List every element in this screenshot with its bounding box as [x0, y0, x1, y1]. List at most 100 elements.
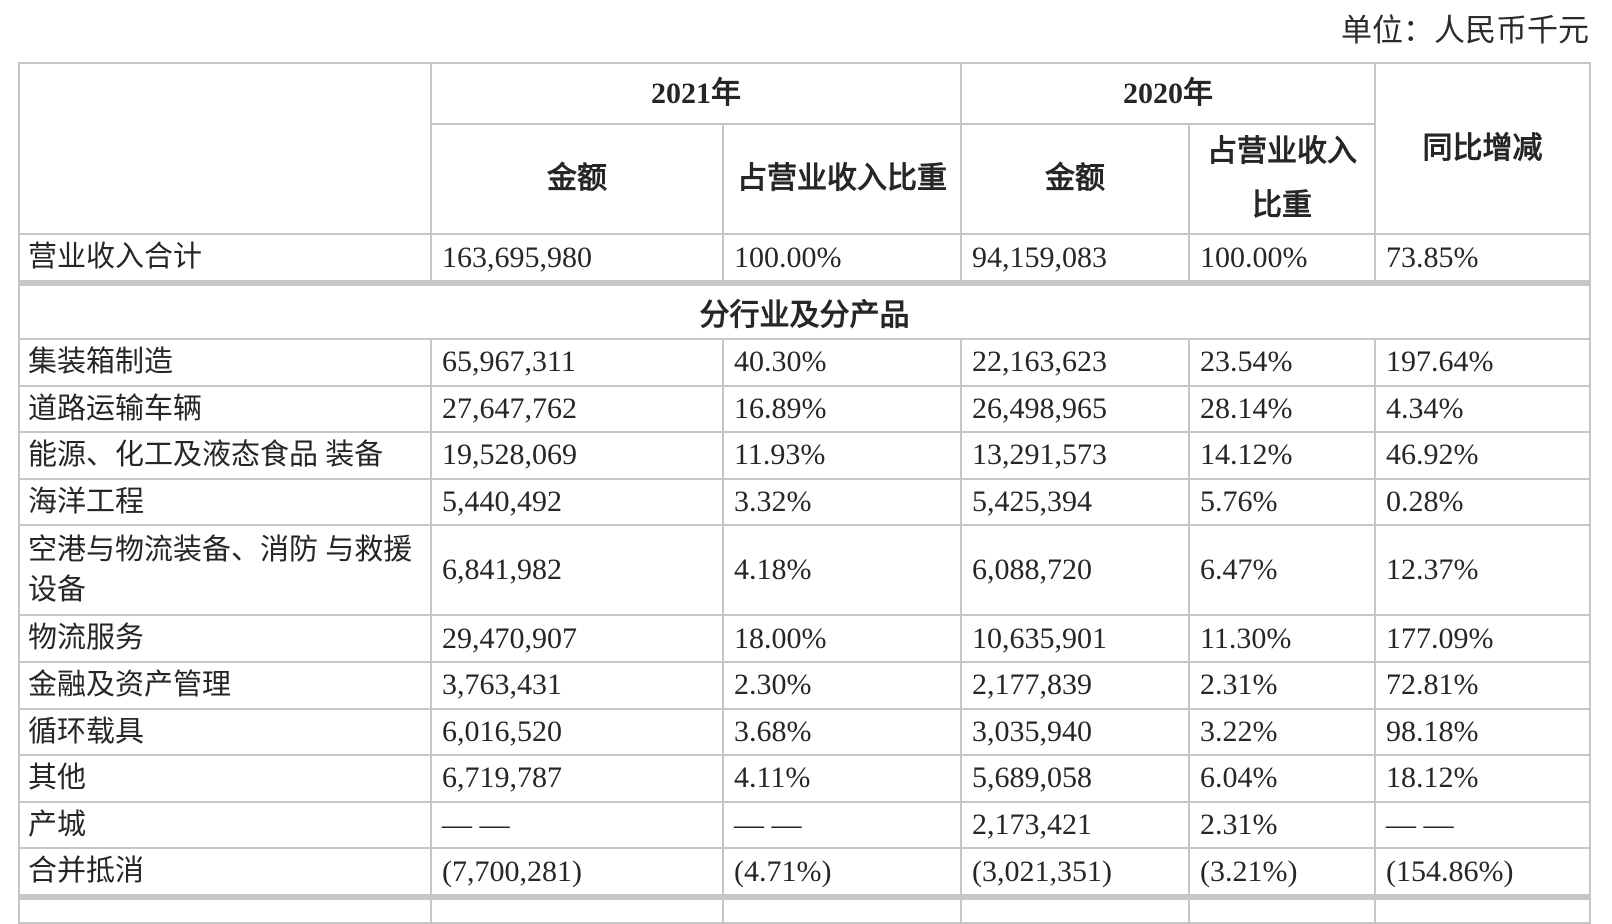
- row-label-cell: 营业收入合计: [18, 233, 432, 284]
- amount-2021-cell: 3,763,431: [430, 660, 724, 710]
- amount-2020-cell: 5,425,394: [960, 477, 1190, 527]
- ratio-2020-cell: 2.31%: [1188, 660, 1376, 710]
- ratio-2020-cell: 11.30%: [1188, 614, 1376, 663]
- yoy-cell: 73.85%: [1374, 233, 1591, 284]
- table-row: 物流服务 29,470,907 18.00% 10,635,901 11.30%…: [18, 614, 1591, 663]
- header-amount-2021: 金额: [430, 123, 724, 235]
- row-label-cell: 海洋工程: [18, 477, 432, 527]
- row-label-cell: 其他: [18, 754, 432, 803]
- unit-label: 单位：人民币千元: [1341, 13, 1589, 48]
- header-row-years: 2021年 2020年 同比增减: [18, 62, 1591, 235]
- ratio-2021-cell: 100.00%: [722, 233, 962, 284]
- yoy-cell: 98.18%: [1374, 707, 1591, 757]
- row-label-cell: 空港与物流装备、消防 与救援设备: [18, 524, 432, 617]
- yoy-cell: (154.86%): [1374, 847, 1591, 898]
- row-label-cell: 产城: [18, 800, 432, 850]
- ratio-2020-cell: 14.12%: [1188, 431, 1376, 480]
- ratio-2020-cell: 2.31%: [1188, 800, 1376, 850]
- amount-2020-cell: 10,635,901: [960, 614, 1190, 663]
- table-row: 循环载具 6,016,520 3.68% 3,035,940 3.22% 98.…: [18, 707, 1591, 757]
- ratio-2020-cell: 100.00%: [1188, 233, 1376, 284]
- amount-2021-cell: 5,440,492: [430, 477, 724, 527]
- table-row: 空港与物流装备、消防 与救援设备 6,841,982 4.18% 6,088,7…: [18, 524, 1591, 617]
- amount-2020-cell: 94,159,083: [960, 233, 1190, 284]
- amount-2021-cell: 6,719,787: [430, 754, 724, 803]
- yoy-cell: — —: [1374, 800, 1591, 850]
- header-empty-cell: [18, 62, 432, 235]
- clipped-next-row: [18, 893, 1591, 924]
- row-label-cell: 循环载具: [18, 707, 432, 757]
- amount-2021-cell: 19,528,069: [430, 431, 724, 480]
- ratio-2020-cell: [1188, 893, 1376, 924]
- ratio-2020-cell: 6.47%: [1188, 524, 1376, 617]
- row-label-cell: 道路运输车辆: [18, 384, 432, 434]
- ratio-2021-cell: 3.32%: [722, 477, 962, 527]
- yoy-cell: 0.28%: [1374, 477, 1591, 527]
- revenue-breakdown-table: 2021年 2020年 同比增减 金额 占营业收入比重 金额 占营业收入比重 营…: [18, 62, 1591, 924]
- amount-2020-cell: (3,021,351): [960, 847, 1190, 898]
- amount-2020-cell: 22,163,623: [960, 338, 1190, 387]
- row-label-cell: 合并抵消: [18, 847, 432, 898]
- header-row-measures: 金额 占营业收入比重 金额 占营业收入比重: [19, 123, 1590, 235]
- yoy-cell: 4.34%: [1374, 384, 1591, 434]
- ratio-2020-cell: 6.04%: [1188, 754, 1376, 803]
- table-row: 合并抵消 (7,700,281) (4.71%) (3,021,351) (3.…: [18, 847, 1591, 898]
- table-row: 金融及资产管理 3,763,431 2.30% 2,177,839 2.31% …: [18, 660, 1591, 710]
- section-title: 分行业及分产品: [18, 280, 1591, 340]
- amount-2020-cell: 5,689,058: [960, 754, 1190, 803]
- ratio-2021-cell: 4.11%: [722, 754, 962, 803]
- section-title-row: 分行业及分产品: [18, 280, 1591, 340]
- yoy-cell: 177.09%: [1374, 614, 1591, 663]
- row-label-cell: 物流服务: [18, 614, 432, 663]
- amount-2020-cell: 2,177,839: [960, 660, 1190, 710]
- amount-2020-cell: 26,498,965: [960, 384, 1190, 434]
- row-label-cell: 金融及资产管理: [18, 660, 432, 710]
- yoy-cell: 72.81%: [1374, 660, 1591, 710]
- amount-2020-cell: [960, 893, 1190, 924]
- header-ratio-2021: 占营业收入比重: [722, 123, 962, 235]
- yoy-cell: 46.92%: [1374, 431, 1591, 480]
- amount-2020-cell: 3,035,940: [960, 707, 1190, 757]
- table-row: 产城 — — — — 2,173,421 2.31% — —: [18, 800, 1591, 850]
- ratio-2020-cell: (3.21%): [1188, 847, 1376, 898]
- total-revenue-row: 营业收入合计 163,695,980 100.00% 94,159,083 10…: [18, 233, 1591, 284]
- amount-2021-cell: [430, 893, 724, 924]
- header-year-2020: 2020年: [960, 62, 1376, 125]
- ratio-2021-cell: [722, 893, 962, 924]
- ratio-2020-cell: 3.22%: [1188, 707, 1376, 757]
- ratio-2021-cell: (4.71%): [722, 847, 962, 898]
- yoy-cell: 197.64%: [1374, 338, 1591, 387]
- amount-2021-cell: 27,647,762: [430, 384, 724, 434]
- row-label-cell: [18, 893, 432, 924]
- amount-2021-cell: 65,967,311: [430, 338, 724, 387]
- yoy-cell: 12.37%: [1374, 524, 1591, 617]
- table-row: 其他 6,719,787 4.11% 5,689,058 6.04% 18.12…: [18, 754, 1591, 803]
- header-year-2021: 2021年: [430, 62, 962, 125]
- amount-2021-cell: 29,470,907: [430, 614, 724, 663]
- ratio-2021-cell: 3.68%: [722, 707, 962, 757]
- table-row: 能源、化工及液态食品 装备 19,528,069 11.93% 13,291,5…: [18, 431, 1591, 480]
- table-row: 集装箱制造 65,967,311 40.30% 22,163,623 23.54…: [18, 338, 1591, 387]
- ratio-2020-cell: 28.14%: [1188, 384, 1376, 434]
- ratio-2021-cell: 16.89%: [722, 384, 962, 434]
- header-ratio-2020: 占营业收入比重: [1188, 123, 1376, 235]
- amount-2020-cell: 6,088,720: [960, 524, 1190, 617]
- yoy-cell: 18.12%: [1374, 754, 1591, 803]
- yoy-cell: [1374, 893, 1591, 924]
- ratio-2021-cell: 4.18%: [722, 524, 962, 617]
- header-amount-2020: 金额: [960, 123, 1190, 235]
- ratio-2021-cell: 11.93%: [722, 431, 962, 480]
- amount-2021-cell: 6,016,520: [430, 707, 724, 757]
- ratio-2021-cell: 2.30%: [722, 660, 962, 710]
- ratio-2020-cell: 23.54%: [1188, 338, 1376, 387]
- table-row: 海洋工程 5,440,492 3.32% 5,425,394 5.76% 0.2…: [18, 477, 1591, 527]
- ratio-2020-cell: 5.76%: [1188, 477, 1376, 527]
- row-label-cell: 集装箱制造: [18, 338, 432, 387]
- amount-2021-cell: 163,695,980: [430, 233, 724, 284]
- amount-2021-cell: (7,700,281): [430, 847, 724, 898]
- ratio-2021-cell: 40.30%: [722, 338, 962, 387]
- ratio-2021-cell: — —: [722, 800, 962, 850]
- ratio-2021-cell: 18.00%: [722, 614, 962, 663]
- amount-2021-cell: — —: [430, 800, 724, 850]
- row-label-cell: 能源、化工及液态食品 装备: [18, 431, 432, 480]
